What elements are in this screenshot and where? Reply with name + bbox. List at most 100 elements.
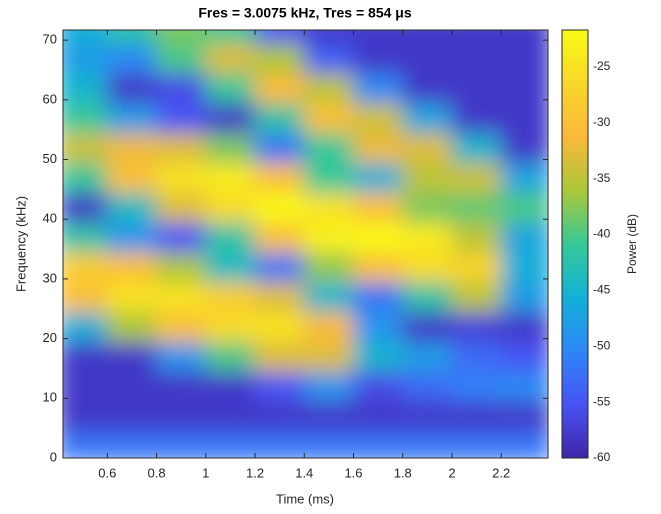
colorbar-tick-label: -45: [593, 283, 611, 297]
heatmap-cell: [156, 72, 207, 104]
heatmap-cell: [500, 162, 548, 193]
heatmap-cell: [402, 72, 453, 104]
heatmap-cell: [303, 311, 355, 343]
heatmap-cell: [254, 400, 305, 432]
heatmap-cell: [156, 191, 207, 223]
heatmap-cell: [303, 370, 355, 402]
heatmap-cell: [303, 341, 355, 372]
heatmap-cell: [353, 370, 404, 402]
heatmap-cell: [353, 281, 404, 313]
y-tick-label: 70: [43, 32, 57, 47]
heatmap-cell: [156, 162, 207, 193]
heatmap-cell: [402, 251, 453, 283]
heatmap-cell: [63, 102, 108, 134]
x-tick-label: 1.2: [246, 465, 264, 480]
heatmap-cell: [63, 430, 108, 458]
heatmap-cell: [353, 30, 404, 44]
y-tick-label: 50: [43, 151, 57, 166]
colorbar: [561, 29, 589, 459]
heatmap-cell: [106, 251, 158, 283]
heatmap-cell: [205, 42, 256, 74]
x-axis-label: Time (ms): [276, 491, 334, 506]
heatmap-cell: [106, 281, 158, 313]
heatmap-cell: [205, 162, 256, 193]
heatmap-cell: [106, 221, 158, 253]
heatmap-cell: [303, 72, 355, 104]
heatmap-cell: [353, 162, 404, 193]
plot-frame: [62, 29, 549, 459]
heatmap-cell: [205, 370, 256, 402]
heatmap-cell: [254, 251, 305, 283]
heatmap-cell: [303, 430, 355, 458]
heatmap-cell: [156, 370, 207, 402]
heatmap-cell: [451, 400, 502, 432]
heatmap-cell: [254, 221, 305, 253]
heatmap-cell: [402, 162, 453, 193]
heatmap-cell: [500, 132, 548, 164]
heatmap-cell: [63, 162, 108, 193]
heatmap-cell: [303, 42, 355, 74]
heatmap-cell: [500, 400, 548, 432]
heatmap-cell: [254, 370, 305, 402]
x-tick-label: 0.8: [148, 465, 166, 480]
heatmap-cell: [106, 191, 158, 223]
heatmap-cell: [106, 102, 158, 134]
heatmap-cell: [353, 400, 404, 432]
heatmap-cell: [500, 102, 548, 134]
heatmap-cell: [500, 221, 548, 253]
heatmap-cell: [156, 30, 207, 44]
heatmap-cell: [500, 311, 548, 343]
y-tick-label: 40: [43, 211, 57, 226]
heatmap-cell: [254, 132, 305, 164]
colorbar-tick-label: -40: [593, 227, 611, 241]
heatmap-cell: [353, 221, 404, 253]
heatmap-cell: [451, 102, 502, 134]
heatmap-cell: [106, 72, 158, 104]
heatmap-cell: [63, 311, 108, 343]
colorbar-tick-label: -50: [593, 338, 611, 352]
heatmap-cell: [63, 370, 108, 402]
x-tick-label: 1.6: [344, 465, 362, 480]
heatmap-cell: [303, 281, 355, 313]
heatmap-cell: [303, 132, 355, 164]
heatmap-cell: [63, 221, 108, 253]
y-tick-label: 10: [43, 390, 57, 405]
heatmap-cell: [353, 251, 404, 283]
heatmap-cell: [451, 132, 502, 164]
heatmap-cell: [402, 370, 453, 402]
heatmap-cell: [106, 132, 158, 164]
heatmap-cell: [303, 30, 355, 44]
heatmap-cell: [500, 30, 548, 44]
heatmap-cell: [500, 251, 548, 283]
heatmap-cell: [254, 341, 305, 372]
heatmap-cell: [156, 281, 207, 313]
heatmap-cell: [254, 102, 305, 134]
heatmap-cell: [451, 311, 502, 343]
heatmap-cell: [402, 30, 453, 44]
heatmap-cell: [451, 30, 502, 44]
heatmap-cell: [451, 191, 502, 223]
heatmap-cell: [500, 42, 548, 74]
colorbar-tick-label: -25: [593, 59, 611, 73]
y-axis-label: Frequency (kHz): [13, 196, 28, 292]
heatmap-cell: [402, 400, 453, 432]
heatmap-cell: [402, 311, 453, 343]
heatmap-cell: [500, 72, 548, 104]
colorbar-tick-label: -60: [593, 450, 611, 464]
x-tick-label: 1.4: [295, 465, 313, 480]
heatmap-cell: [106, 430, 158, 458]
heatmap-cell: [156, 132, 207, 164]
heatmap-cell: [353, 132, 404, 164]
heatmap-cell: [353, 191, 404, 223]
heatmap-cell: [500, 370, 548, 402]
heatmap-cell: [205, 251, 256, 283]
heatmap-cell: [353, 102, 404, 134]
heatmap-cell: [205, 102, 256, 134]
heatmap-cell: [500, 281, 548, 313]
y-tick-label: 0: [50, 449, 57, 464]
y-tick-label: 30: [43, 270, 57, 285]
x-tick-label: 2.2: [492, 465, 510, 480]
heatmap-cell: [353, 42, 404, 74]
x-tick-label: 2: [448, 465, 455, 480]
